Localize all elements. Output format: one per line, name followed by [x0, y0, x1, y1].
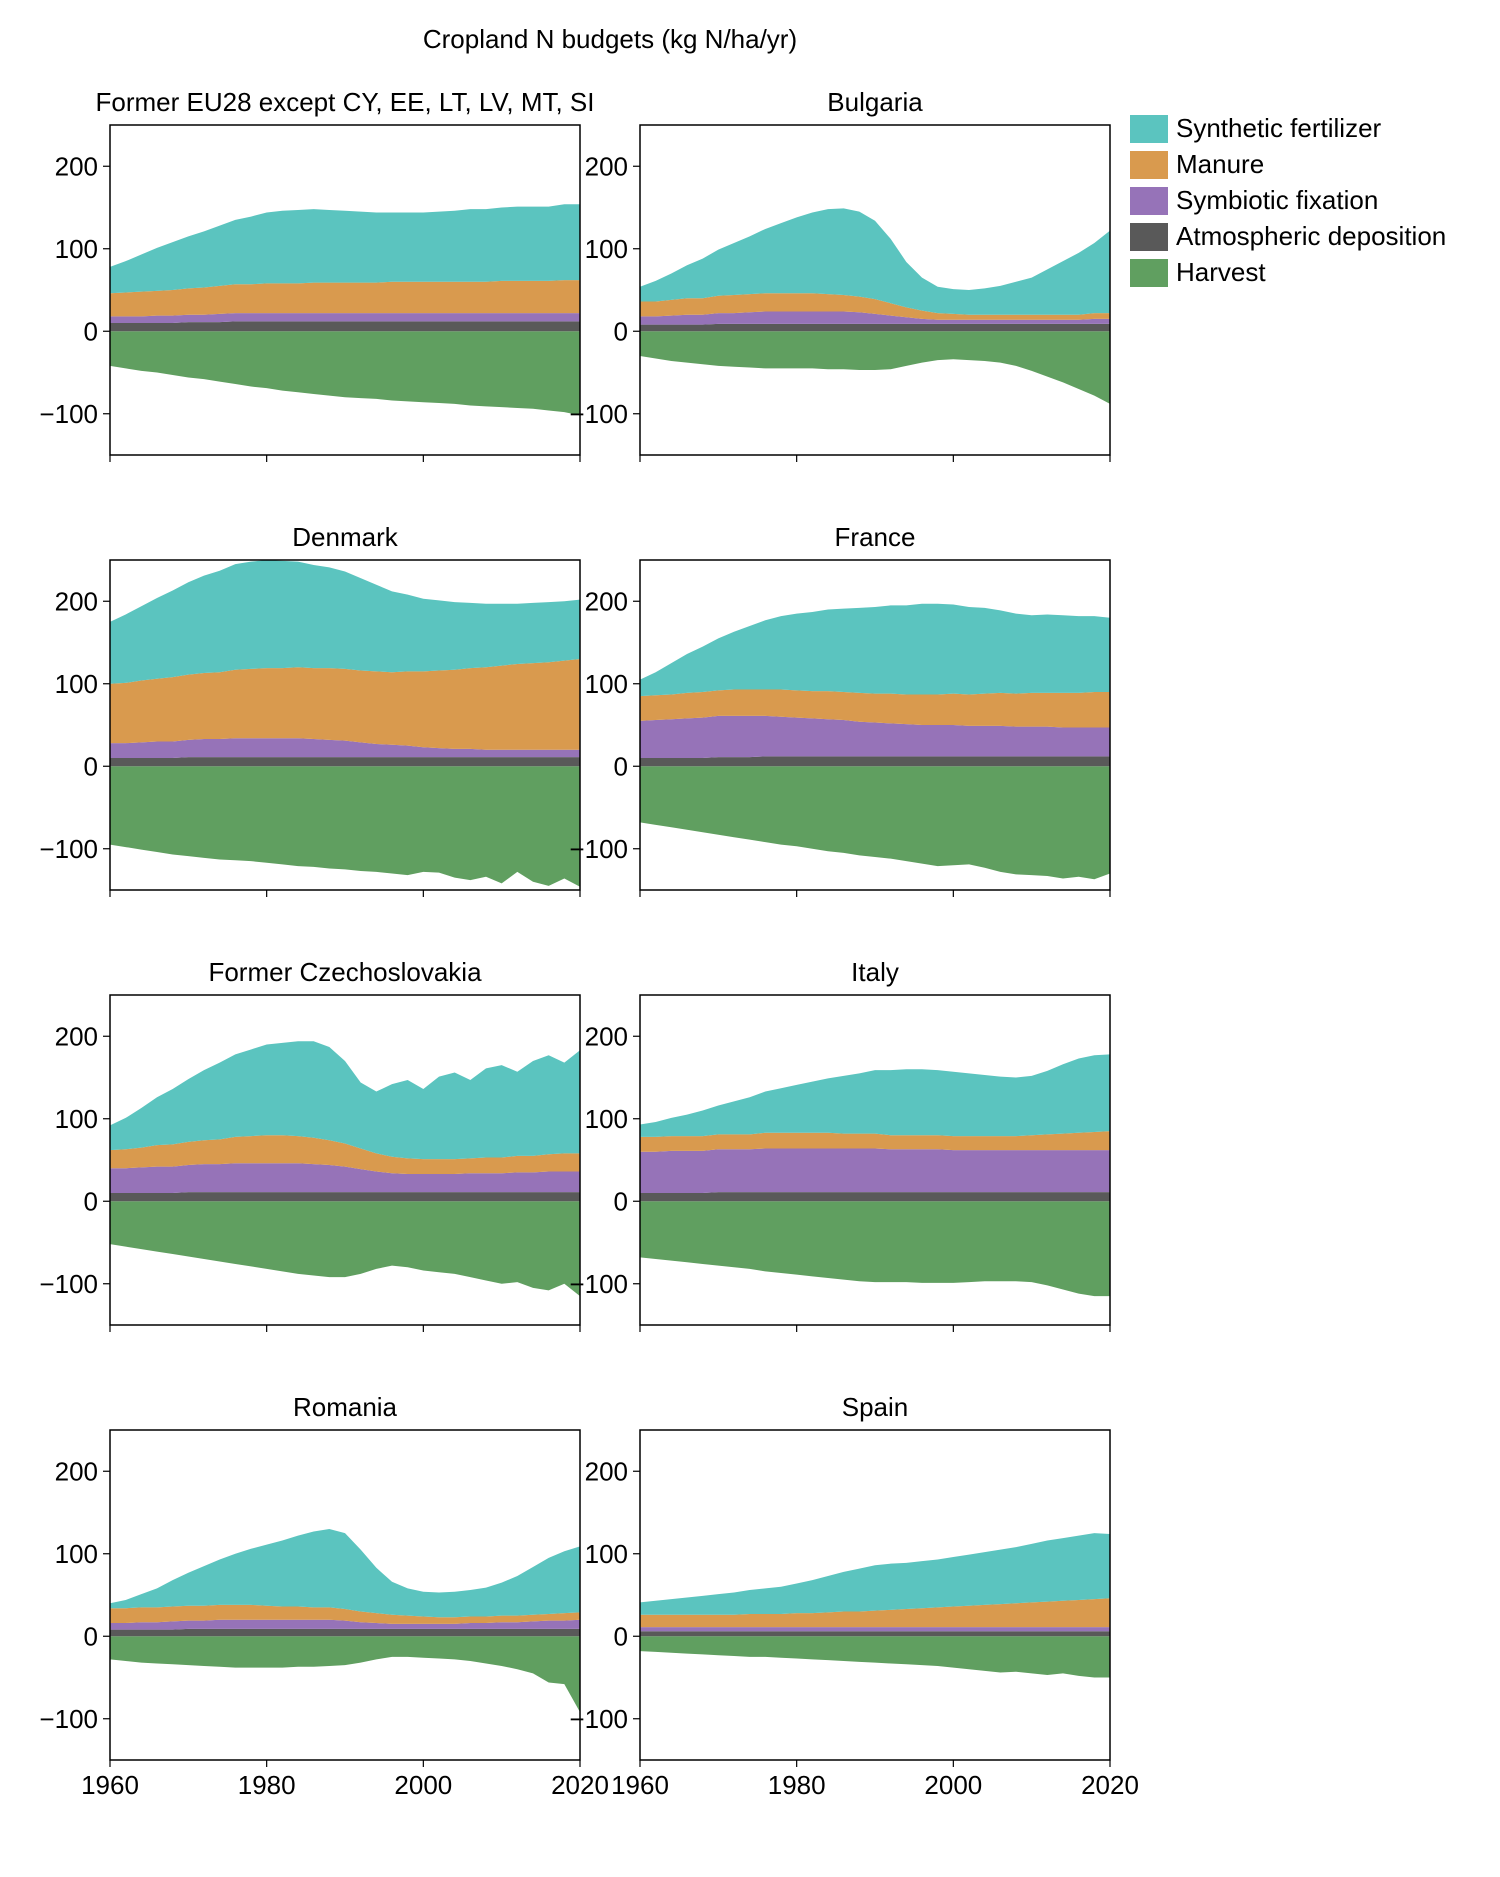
panel: −100 0 100 200 1960 1980 2000 2020 Spain	[569, 1392, 1139, 1800]
ytick-label: 200	[585, 1456, 628, 1486]
xtick-label: 2000	[924, 1770, 982, 1800]
area-atmos	[640, 756, 1110, 766]
chart-svg: Cropland N budgets (kg N/ha/yr) Synthetic…	[0, 0, 1500, 1872]
area-synthetic	[640, 1054, 1110, 1137]
xtick-label: 2020	[551, 1770, 609, 1800]
area-harvest	[110, 766, 580, 886]
area-symbiotic	[640, 1627, 1110, 1631]
panel: −100 0 100 200 Bulgaria	[569, 87, 1110, 462]
area-synthetic	[640, 604, 1110, 696]
ytick-label: −100	[39, 834, 98, 864]
legend: Synthetic fertilizer Manure Symbiotic fixa…	[1130, 113, 1446, 287]
ytick-label: −100	[569, 1269, 628, 1299]
ytick-label: 100	[55, 234, 98, 264]
panel-title: Former EU28 except CY, EE, LT, LV, MT, S…	[95, 87, 594, 117]
ytick-label: 100	[585, 1104, 628, 1134]
ytick-label: 0	[84, 1621, 98, 1651]
ytick-label: −100	[569, 834, 628, 864]
area-harvest	[110, 1201, 580, 1296]
area-harvest	[640, 331, 1110, 404]
ytick-label: 0	[614, 751, 628, 781]
ytick-label: 0	[614, 1186, 628, 1216]
panel-title: Former Czechoslovakia	[208, 957, 482, 987]
ytick-label: 0	[614, 1621, 628, 1651]
ytick-label: 0	[84, 1186, 98, 1216]
xtick-label: 2000	[394, 1770, 452, 1800]
panel-title: France	[835, 522, 916, 552]
panel: −100 0 100 200 1960 1980 2000 2020 Romania	[39, 1392, 609, 1800]
panel: −100 0 100 200 Denmark	[39, 522, 580, 897]
legend-label: Manure	[1176, 149, 1264, 179]
area-atmos	[110, 757, 580, 766]
ytick-label: 200	[585, 151, 628, 181]
ytick-label: 200	[55, 586, 98, 616]
ytick-label: 200	[585, 586, 628, 616]
area-atmos	[640, 1192, 1110, 1201]
xtick-label: 1980	[238, 1770, 296, 1800]
legend-swatch	[1130, 115, 1168, 143]
panel: −100 0 100 200 Former EU28 except CY, EE, LT…	[39, 87, 594, 462]
xtick-label: 1960	[611, 1770, 669, 1800]
area-synthetic	[110, 1529, 580, 1617]
ytick-label: −100	[569, 1704, 628, 1734]
area-harvest	[110, 331, 580, 415]
panel-title: Romania	[293, 1392, 398, 1422]
ytick-label: 100	[55, 669, 98, 699]
area-atmos	[110, 1629, 580, 1636]
xtick-label: 1960	[81, 1770, 139, 1800]
ytick-label: 200	[55, 1021, 98, 1051]
panel-title: Spain	[842, 1392, 909, 1422]
ytick-label: 0	[84, 751, 98, 781]
area-synthetic	[110, 1041, 580, 1159]
ytick-label: 100	[55, 1539, 98, 1569]
ytick-label: −100	[569, 399, 628, 429]
legend-swatch	[1130, 151, 1168, 179]
area-synthetic	[110, 204, 580, 293]
panel-title: Bulgaria	[827, 87, 923, 117]
ytick-label: 0	[84, 316, 98, 346]
xtick-label: 1980	[768, 1770, 826, 1800]
main-title: Cropland N budgets (kg N/ha/yr)	[423, 24, 797, 54]
ytick-label: −100	[39, 399, 98, 429]
ytick-label: 100	[585, 669, 628, 699]
area-harvest	[640, 766, 1110, 879]
ytick-label: −100	[39, 1704, 98, 1734]
ytick-label: 200	[55, 1456, 98, 1486]
legend-label: Symbiotic fixation	[1176, 185, 1378, 215]
area-symbiotic	[640, 1148, 1110, 1193]
ytick-label: 200	[585, 1021, 628, 1051]
panel-title: Denmark	[292, 522, 398, 552]
ytick-label: 100	[585, 1539, 628, 1569]
ytick-label: 0	[614, 316, 628, 346]
legend-label: Synthetic fertilizer	[1176, 113, 1382, 143]
panel: −100 0 100 200 Former Czechoslovakia	[39, 957, 580, 1332]
panel-title: Italy	[851, 957, 899, 987]
panel: −100 0 100 200 France	[569, 522, 1110, 897]
ytick-label: 200	[55, 151, 98, 181]
ytick-label: −100	[39, 1269, 98, 1299]
xtick-label: 2020	[1081, 1770, 1139, 1800]
legend-label: Atmospheric deposition	[1176, 221, 1446, 251]
area-atmos	[640, 1631, 1110, 1636]
ytick-label: 100	[55, 1104, 98, 1134]
area-atmos	[640, 324, 1110, 331]
area-atmos	[110, 1192, 580, 1201]
area-harvest	[640, 1201, 1110, 1296]
legend-label: Harvest	[1176, 257, 1266, 287]
area-atmos	[110, 321, 580, 331]
legend-swatch	[1130, 259, 1168, 287]
legend-swatch	[1130, 223, 1168, 251]
legend-swatch	[1130, 187, 1168, 215]
chart-container: Cropland N budgets (kg N/ha/yr) Synthetic…	[0, 0, 1500, 1872]
area-harvest	[640, 1636, 1110, 1677]
ytick-label: 100	[585, 234, 628, 264]
panel: −100 0 100 200 Italy	[569, 957, 1110, 1332]
area-harvest	[110, 1636, 580, 1712]
